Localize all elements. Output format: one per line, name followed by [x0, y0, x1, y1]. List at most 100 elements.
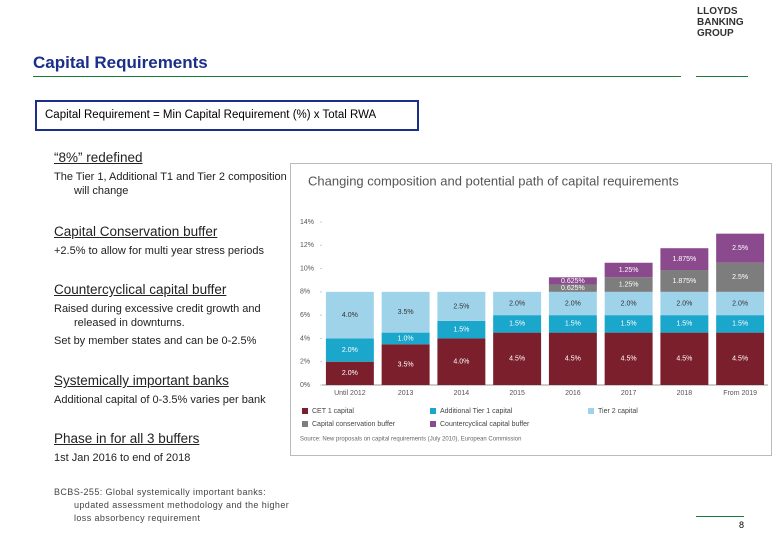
section-text: Additional capital of 0-3.5% varies per … [54, 394, 266, 406]
legend-label: Capital conservation buffer [312, 421, 396, 428]
x-tick-label: 2013 [398, 390, 414, 397]
bar-segment [493, 332, 542, 385]
section: Systemically important banks Additional c… [54, 373, 290, 411]
bar-segment [716, 315, 765, 333]
section-heading: Countercyclical capital buffer [54, 282, 227, 297]
bar-segment [660, 248, 709, 271]
legend-swatch [302, 408, 308, 414]
section: Capital Conservation buffer +2.5% to allo… [54, 224, 290, 262]
x-tick-label: 2016 [565, 390, 581, 397]
data-label: 0.625% [561, 278, 585, 285]
bar-segment [660, 315, 709, 333]
bar-segment [716, 233, 765, 263]
bar-segment [548, 315, 597, 333]
bar-segment [548, 284, 597, 292]
data-label: 2.0% [621, 300, 637, 307]
rule [33, 76, 681, 77]
data-label: 1.25% [619, 281, 639, 288]
legend-label: Additional Tier 1 capital [440, 408, 513, 415]
data-label: 1.5% [621, 321, 637, 328]
data-label: 1.875% [673, 256, 697, 263]
data-label: 3.5% [398, 309, 414, 316]
x-tick-label: 2018 [677, 390, 693, 397]
bar-segment [493, 291, 542, 316]
data-label: 4.5% [509, 356, 525, 363]
x-tick-label: 2017 [621, 390, 637, 397]
y-tick-label: 14% [300, 219, 314, 226]
bar-segment [437, 320, 486, 339]
section: Phase in for all 3 buffers 1st Jan 2016 t… [54, 431, 290, 469]
data-label: 4.5% [732, 356, 748, 363]
page-number: 8 [696, 516, 744, 530]
legend-label: Tier 2 capital [598, 408, 638, 415]
bar-segment [660, 291, 709, 316]
section: Countercyclical capital buffer Raised dur… [54, 282, 290, 352]
x-tick-label: From 2019 [723, 390, 757, 397]
legend-swatch [430, 421, 436, 427]
bar-segment [325, 361, 374, 385]
bar-segment [493, 315, 542, 333]
x-tick-label: 2015 [509, 390, 525, 397]
data-label: 2.0% [342, 347, 358, 354]
data-label: 4.5% [621, 356, 637, 363]
data-label: 1.0% [398, 335, 414, 342]
logo-line: BANKING [697, 17, 744, 28]
bar-segment [325, 291, 374, 339]
data-label: 4.0% [453, 359, 469, 366]
data-label: 4.5% [565, 356, 581, 363]
bar-segment [381, 332, 430, 345]
data-label: 2.0% [732, 300, 748, 307]
data-label: 2.0% [676, 300, 692, 307]
bar-segment [548, 291, 597, 316]
data-label: 4.0% [342, 312, 358, 319]
section-text: +2.5% to allow for multi year stress per… [54, 245, 265, 257]
section-text: Raised during excessive credit growth an… [54, 303, 261, 329]
bar-segment [604, 315, 653, 333]
legend-swatch [588, 408, 594, 414]
y-tick-label: 6% [300, 312, 310, 319]
bar-segment [660, 270, 709, 292]
data-label: 2.0% [509, 300, 525, 307]
y-tick-label: 12% [300, 242, 314, 249]
bar-segment [548, 277, 597, 285]
slide-title: Capital Requirements [33, 53, 208, 72]
data-label: 1.25% [619, 267, 639, 274]
section: “8%” redefined The Tier 1, Additional T1 … [54, 150, 290, 202]
data-label: 2.5% [732, 245, 748, 252]
section-text: 1st Jan 2016 to end of 2018 [54, 452, 191, 464]
bar-segment [716, 291, 765, 316]
data-label: 2.5% [732, 274, 748, 281]
bar-segment [716, 262, 765, 292]
y-tick-label: 4% [300, 335, 310, 342]
formula-box: Capital Requirement = Min Capital Requir… [35, 100, 419, 131]
logo-line: LLOYDS [697, 6, 738, 17]
section-heading: “8%” redefined [54, 150, 143, 165]
bar-segment [716, 332, 765, 385]
bar-segment [548, 332, 597, 385]
legend-label: Countercyclical capital buffer [440, 421, 530, 428]
bar-segment [325, 338, 374, 362]
bar-segment [604, 332, 653, 385]
footnote: BCBS-255: Global systemically important … [54, 487, 290, 523]
data-label: 1.5% [676, 321, 692, 328]
legend-swatch [430, 408, 436, 414]
section-text: Set by member states and can be 0-2.5% [54, 335, 257, 347]
y-tick-label: 8% [300, 289, 310, 296]
data-label: 3.5% [398, 361, 414, 368]
chart: Changing composition and potential path … [290, 163, 772, 456]
data-label: 4.5% [676, 356, 692, 363]
x-tick-label: Until 2012 [334, 390, 366, 397]
logo-line: GROUP [697, 28, 734, 39]
rule [696, 76, 748, 77]
legend-label: CET 1 capital [312, 408, 354, 415]
data-label: 1.5% [732, 321, 748, 328]
y-tick-label: 10% [300, 265, 314, 272]
data-label: 1.5% [453, 327, 469, 334]
section-heading: Systemically important banks [54, 373, 229, 388]
bar-segment [437, 338, 486, 385]
chart-source: Source: New proposals on capital require… [300, 437, 521, 443]
chart-title: Changing composition and potential path … [308, 173, 679, 188]
section-heading: Phase in for all 3 buffers [54, 431, 200, 446]
x-tick-label: 2014 [454, 390, 470, 397]
